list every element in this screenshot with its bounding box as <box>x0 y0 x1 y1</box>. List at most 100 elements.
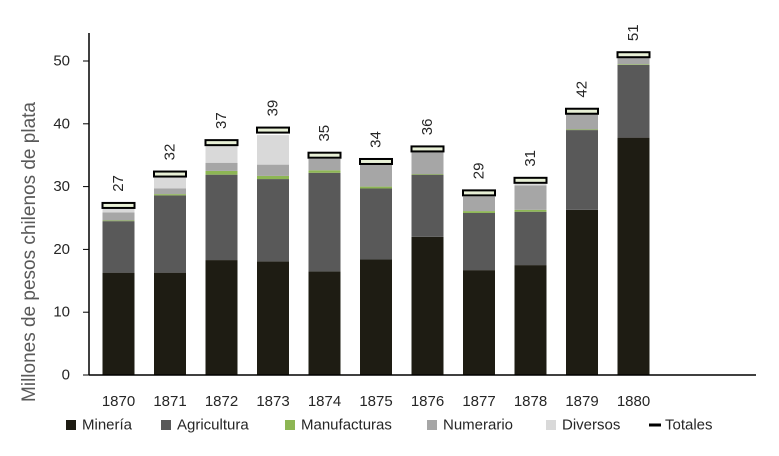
plot-area: 27 32 37 39 35 34 36 29 31 42 51 <box>101 24 651 375</box>
total-label-1871: 32 <box>162 144 179 161</box>
total-label-1878: 31 <box>522 150 539 167</box>
bar-manufacturas-1879 <box>566 129 598 131</box>
legend-label-totales: Totales <box>665 417 713 434</box>
totals-marker-1874 <box>307 151 342 159</box>
bar-diversos-1872 <box>205 144 238 163</box>
x-axis: 1870 1871 1872 1873 1874 1875 1876 1877 1878 1879… <box>89 374 756 410</box>
x-tick-label-1872: 1872 <box>205 393 238 410</box>
total-label-1876: 36 <box>419 119 436 136</box>
totals-marker-1878 <box>513 176 548 184</box>
bar-numerario-1876 <box>411 151 444 175</box>
bar-minería-1870 <box>102 272 135 375</box>
legend-swatch-manufacturas <box>285 420 295 430</box>
bar-numerario-1877 <box>463 196 495 212</box>
bar-manufacturas-1876 <box>411 174 444 175</box>
legend-swatch-totales <box>649 423 661 427</box>
y-axis-label: Millones de pesos chilenos de plata <box>19 102 40 402</box>
bar-agricultura-1873 <box>257 179 289 262</box>
bar-agricultura-1875 <box>360 188 392 260</box>
bar-manufacturas-1871 <box>154 194 186 196</box>
bar-manufacturas-1875 <box>360 186 392 189</box>
bar-minería-1874 <box>308 271 341 375</box>
bar-manufacturas-1880 <box>617 64 650 65</box>
bar-minería-1871 <box>154 272 186 375</box>
bar-diversos-1871 <box>154 176 186 189</box>
bar-numerario-1872 <box>205 162 238 171</box>
y-tick-label-30: 30 <box>53 178 70 195</box>
bar-agricultura-1878 <box>514 211 547 266</box>
total-label-1870: 27 <box>110 175 127 192</box>
totals-marker-1879 <box>565 107 599 115</box>
bar-agricultura-1872 <box>205 174 238 261</box>
bar-manufacturas-1878 <box>514 209 547 212</box>
bar-diversos-1878 <box>514 184 547 186</box>
bar-manufacturas-1870 <box>102 220 135 222</box>
y-tick-label-0: 0 <box>62 367 70 384</box>
bar-agricultura-1876 <box>411 174 444 237</box>
bar-minería-1873 <box>257 261 289 375</box>
bar-numerario-1874 <box>308 158 341 171</box>
legend-swatch-numerario <box>427 420 437 430</box>
legend-label-numerario: Numerario <box>443 417 513 434</box>
bar-numerario-1873 <box>257 164 289 176</box>
totals-marker-1872 <box>204 139 239 147</box>
bar-agricultura-1877 <box>463 212 495 271</box>
bar-agricultura-1880 <box>617 64 650 138</box>
y-tick-label-50: 50 <box>53 53 70 70</box>
totals-marker-1871 <box>153 170 187 178</box>
legend: Minería Agricultura Manufacturas Numerario D… <box>66 417 713 434</box>
total-label-1872: 37 <box>213 112 230 129</box>
y-axis: 0 10 20 30 40 50 <box>53 33 90 384</box>
total-label-1873: 39 <box>265 100 282 117</box>
bar-minería-1872 <box>205 260 238 375</box>
total-label-1875: 34 <box>368 131 385 148</box>
bar-minería-1877 <box>463 270 495 375</box>
x-tick-label-1879: 1879 <box>565 393 598 410</box>
total-label-1880: 51 <box>625 24 642 41</box>
x-tick-label-1870: 1870 <box>102 393 135 410</box>
bar-manufacturas-1872 <box>205 170 238 175</box>
bar-manufacturas-1873 <box>257 175 289 180</box>
bar-manufacturas-1877 <box>463 211 495 213</box>
y-tick-label-40: 40 <box>53 115 70 132</box>
x-tick-label-1874: 1874 <box>308 393 341 410</box>
totals-marker-1876 <box>410 145 445 153</box>
bar-minería-1879 <box>566 209 598 375</box>
bar-agricultura-1874 <box>308 172 341 272</box>
bar-minería-1878 <box>514 265 547 375</box>
totals-marker-1873 <box>256 126 290 134</box>
bar-agricultura-1879 <box>566 130 598 210</box>
bar-agricultura-1871 <box>154 195 186 273</box>
y-tick-label-20: 20 <box>53 241 70 258</box>
bar-diversos-1873 <box>257 135 289 165</box>
bar-minería-1880 <box>617 137 650 375</box>
legend-swatch-agricultura <box>161 420 171 430</box>
legend-swatch-minería <box>66 420 76 430</box>
legend-label-manufacturas: Manufacturas <box>301 417 392 434</box>
total-label-1879: 42 <box>574 81 591 98</box>
totals-marker-1875 <box>359 157 393 165</box>
x-tick-label-1871: 1871 <box>153 393 186 410</box>
x-tick-label-1875: 1875 <box>359 393 392 410</box>
legend-label-diversos: Diversos <box>562 417 620 434</box>
bar-manufacturas-1874 <box>308 170 341 173</box>
bar-numerario-1875 <box>360 161 392 187</box>
totals-marker-1880 <box>616 51 651 59</box>
bar-minería-1876 <box>411 236 444 375</box>
y-tick-label-10: 10 <box>53 304 70 321</box>
totals-marker-1877 <box>462 189 496 197</box>
bar-diversos-1870 <box>102 207 135 213</box>
bar-numerario-1871 <box>154 188 186 195</box>
x-tick-label-1877: 1877 <box>462 393 495 410</box>
bar-minería-1875 <box>360 259 392 375</box>
x-tick-label-1873: 1873 <box>256 393 289 410</box>
legend-label-minería: Minería <box>82 417 133 434</box>
x-tick-label-1876: 1876 <box>411 393 444 410</box>
bar-numerario-1880 <box>617 57 650 65</box>
bar-numerario-1870 <box>102 212 135 221</box>
legend-label-agricultura: Agricultura <box>177 417 249 434</box>
x-tick-label-1878: 1878 <box>514 393 547 410</box>
total-label-1877: 29 <box>471 163 488 180</box>
total-label-1874: 35 <box>316 125 333 142</box>
